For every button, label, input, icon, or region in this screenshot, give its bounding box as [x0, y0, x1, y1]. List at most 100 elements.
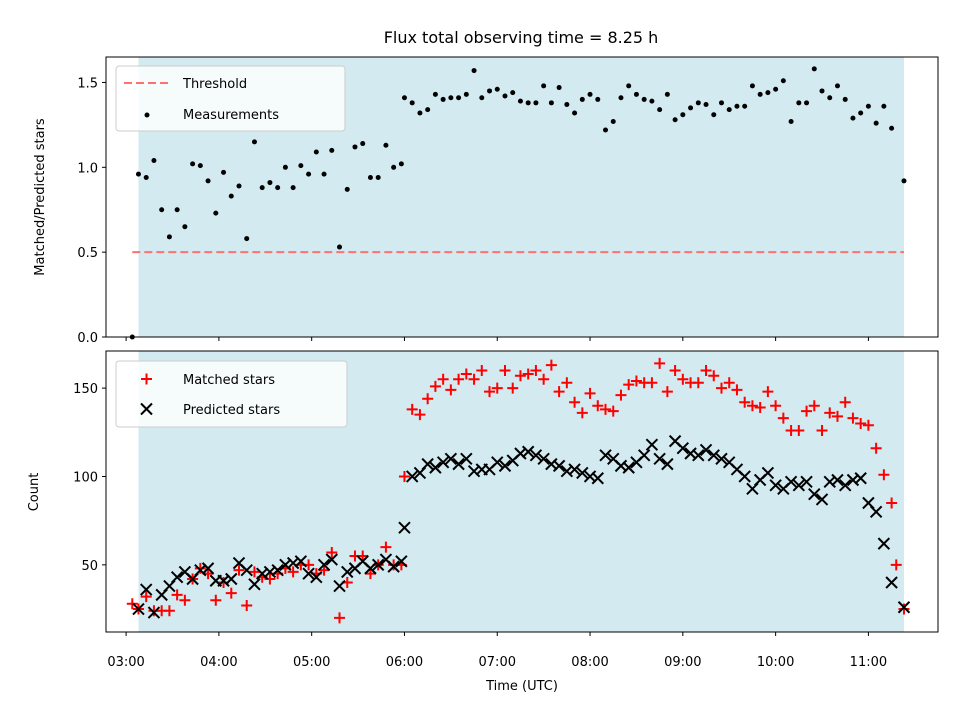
matched-point: [824, 407, 836, 419]
measurement-point: [688, 105, 694, 111]
legend-matched-swatch: [141, 373, 152, 385]
measurement-point: [329, 147, 335, 153]
matched-point: [414, 409, 426, 421]
plot-frame-top: [105, 56, 939, 338]
matched-point: [453, 373, 465, 385]
measurement-point: [244, 236, 250, 242]
measurement-point: [197, 163, 203, 169]
predicted-point: [552, 459, 566, 473]
matched-point: [171, 589, 183, 601]
measurement-point: [290, 185, 296, 191]
measurement-point: [579, 96, 585, 102]
predicted-point: [715, 452, 728, 466]
matched-point: [839, 396, 851, 408]
matched-point: [847, 412, 859, 424]
x-tick-label: 06:00: [386, 655, 423, 670]
matched-point: [870, 442, 882, 454]
measurement-point: [471, 68, 477, 74]
measurement-point: [425, 107, 431, 113]
measurement-point: [556, 85, 562, 91]
predicted-point: [248, 578, 261, 591]
predicted-point: [568, 463, 581, 476]
measurement-point: [819, 88, 825, 94]
measurement-point: [796, 100, 802, 106]
measurement-point: [306, 171, 312, 177]
predicted-point: [869, 505, 883, 519]
predicted-point: [460, 452, 473, 466]
measurement-point: [479, 95, 485, 101]
measurement-point: [703, 102, 709, 108]
matched-point: [233, 564, 245, 576]
matched-point: [576, 407, 588, 419]
matched-point: [561, 377, 573, 389]
measurement-point: [749, 83, 755, 89]
y-tick-label: 50: [81, 559, 98, 574]
legend-bottom: Matched stars Predicted stars: [115, 360, 348, 428]
measurement-point: [510, 90, 516, 96]
predicted-point: [302, 567, 315, 580]
matched-point: [163, 605, 175, 617]
x-axis-ticks-top: [125, 337, 869, 341]
predicted-point: [576, 466, 589, 480]
y-axis-label-bottom: Count: [27, 473, 42, 512]
matched-point: [437, 373, 449, 385]
measurement-point: [757, 91, 763, 97]
predicted-point: [452, 457, 465, 471]
matched-point: [890, 559, 902, 571]
measurement-point: [267, 180, 273, 186]
measurement-point: [360, 141, 366, 147]
predicted-point: [831, 473, 844, 487]
predicted-point: [815, 493, 829, 506]
measurement-point: [456, 95, 462, 101]
chart-title: Flux total observing time = 8.25 h: [384, 28, 659, 47]
matched-point: [731, 384, 743, 396]
measurement-point: [618, 95, 624, 101]
measurement-point: [174, 207, 180, 213]
x-tick-label: 11:00: [850, 655, 887, 670]
y-tick-label: 150: [73, 382, 98, 397]
matched-point: [476, 364, 488, 376]
predicted-point: [653, 452, 666, 466]
matched-point: [615, 389, 627, 401]
matched-point: [708, 370, 720, 382]
predicted-point: [854, 472, 867, 485]
measurement-point: [780, 78, 786, 84]
panel-ratio: 0.0 0.5 1.0 1.5 Matched/Predicted stars Thr…: [33, 56, 939, 346]
measurement-point: [432, 91, 438, 97]
matched-point: [491, 382, 503, 394]
predicted-point: [676, 441, 690, 455]
predicted-point: [132, 602, 145, 616]
y-tick-label: 100: [73, 470, 98, 485]
matched-point: [592, 400, 604, 412]
measurement-point: [463, 91, 469, 97]
predicted-point: [398, 521, 411, 534]
predicted-point: [170, 571, 184, 584]
measurement-point: [788, 118, 794, 124]
matched-point: [210, 594, 222, 606]
measurement-point: [417, 110, 423, 116]
predicted-point: [537, 452, 550, 466]
predicted-point: [521, 445, 535, 458]
predicted-point: [444, 452, 458, 466]
predicted-point: [761, 466, 775, 480]
measurement-point: [842, 96, 848, 102]
measurement-point: [649, 98, 655, 104]
predicted-point: [491, 456, 504, 469]
matched-point: [692, 377, 704, 389]
predicted-point: [405, 470, 419, 483]
predicted-point: [661, 457, 674, 471]
measurement-point: [159, 207, 165, 213]
x-tick-label: 03:00: [107, 655, 144, 670]
legend-predicted-label: Predicted stars: [183, 403, 280, 418]
matched-point: [646, 377, 658, 389]
measurement-point: [275, 185, 281, 191]
measurement-points: [129, 66, 907, 340]
matched-point: [398, 470, 410, 482]
matched-point: [468, 373, 480, 385]
measurement-point: [610, 118, 616, 124]
matched-point: [584, 387, 596, 399]
matched-point: [754, 402, 766, 414]
predicted-point: [371, 558, 385, 572]
predicted-point: [294, 555, 308, 568]
matched-point: [287, 566, 299, 578]
